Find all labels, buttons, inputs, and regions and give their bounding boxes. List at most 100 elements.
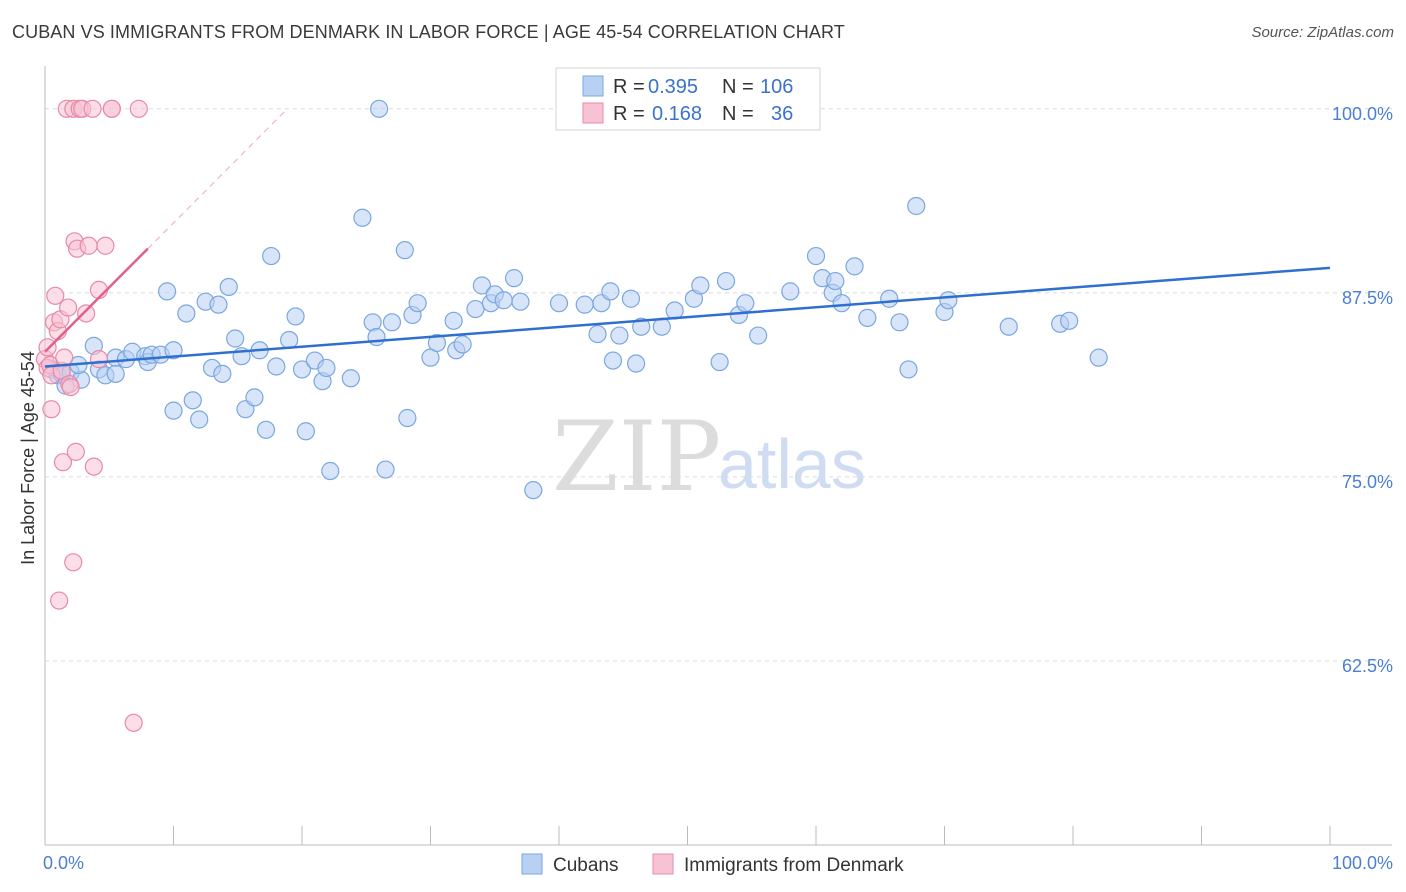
cubans-point <box>164 401 183 420</box>
denmark-point <box>64 553 83 572</box>
cubans-trend-line <box>44 266 1331 368</box>
cubans-point <box>845 257 864 276</box>
denmark-point <box>96 236 115 255</box>
cubans-point <box>716 271 736 291</box>
chart-source: Source: ZipAtlas.com <box>1251 24 1394 41</box>
cubans-point <box>262 246 281 266</box>
cubans-point <box>549 294 569 313</box>
chart-title: CUBAN VS IMMIGRANTS FROM DENMARK IN LABO… <box>12 22 845 42</box>
cubans-point <box>219 277 238 297</box>
cubans-point <box>367 327 386 347</box>
cubans-point <box>472 276 491 295</box>
cubans-point <box>832 294 851 313</box>
cubans-point <box>736 294 755 313</box>
cubans-point <box>183 391 202 410</box>
cubans-point <box>376 460 395 479</box>
denmark-point <box>102 99 121 118</box>
cubans-point <box>353 208 372 227</box>
cubans-point <box>1089 348 1108 367</box>
cubans-point <box>444 311 463 330</box>
cubans-point <box>256 420 276 439</box>
x-tick-labels: 0.0% 100.0% <box>43 853 1393 873</box>
y-tick-label: 87.5% <box>1342 288 1393 308</box>
denmark-point <box>84 457 103 476</box>
x-tick-label: 0.0% <box>43 853 84 873</box>
cubans-point <box>504 269 524 288</box>
legend-n-value-cubans: 106 <box>760 76 793 98</box>
denmark-point <box>53 453 73 472</box>
cubans-point <box>575 295 594 314</box>
trend-lines <box>44 108 1331 368</box>
cubans-point <box>632 317 651 336</box>
legend-r-label-denmark: R = <box>613 103 645 125</box>
denmark-point <box>83 99 102 118</box>
cubans-point <box>626 354 646 373</box>
cubans-point <box>466 299 485 319</box>
cubans-point <box>494 291 513 310</box>
legend-n-label-cubans: N = <box>722 76 754 98</box>
legend-n-value-denmark: 36 <box>771 103 793 125</box>
cubans-point <box>781 282 800 301</box>
legend-r-value-denmark: 0.168 <box>652 103 702 125</box>
axes <box>44 66 1392 846</box>
legend-swatch-cubans <box>582 75 604 97</box>
cubans-point <box>398 408 417 428</box>
y-tick-label: 100.0% <box>1332 104 1393 124</box>
cubans-point <box>157 282 177 301</box>
legend-r-label-cubans: R = <box>613 76 645 98</box>
legend-swatch-denmark <box>582 102 604 124</box>
legend-r-value-cubans: 0.395 <box>648 76 698 98</box>
denmark-point <box>89 350 109 369</box>
cubans-point <box>710 352 729 372</box>
bottom-legend-label-cubans: Cubans <box>553 855 619 876</box>
denmark-point <box>38 338 57 357</box>
legend: R = 0.395 N = 106 R = 0.168 N = 36 <box>555 67 821 131</box>
cubans-point <box>749 326 768 345</box>
cubans-point <box>511 292 530 311</box>
denmark-point <box>77 304 96 323</box>
denmark-point <box>79 236 98 255</box>
bottom-legend-label-denmark: Immigrants from Denmark <box>684 855 904 876</box>
y-tick-label: 62.5% <box>1342 656 1393 676</box>
watermark-zip: ZIP <box>552 401 721 513</box>
grid <box>45 108 1392 662</box>
bottom-legend-swatch-cubans <box>521 853 543 875</box>
bottom-legend-swatch-denmark <box>652 853 674 875</box>
y-axis-label: In Labor Force | Age 45-54 <box>18 351 38 565</box>
cubans-point <box>603 351 623 370</box>
denmark-point <box>66 442 85 461</box>
cubans-point <box>395 241 414 260</box>
cubans-point <box>177 304 196 323</box>
cubans-point <box>296 422 315 441</box>
cubans-point <box>610 326 629 345</box>
denmark-trend-line <box>44 247 149 353</box>
cubans-point <box>1060 311 1079 330</box>
cubans-point <box>427 333 447 353</box>
cubans-point <box>286 307 305 326</box>
denmark-point <box>50 591 69 610</box>
denmark-point <box>129 99 148 118</box>
cubans-point <box>601 282 620 301</box>
cubans-point <box>890 313 909 332</box>
cubans-point <box>826 271 845 291</box>
y-tick-label: 75.0% <box>1342 472 1393 492</box>
denmark-trend-extension <box>147 108 288 250</box>
x-tick-label: 100.0% <box>1332 853 1393 873</box>
cubans-point <box>213 364 232 383</box>
cubans-point <box>245 388 264 407</box>
denmark-point <box>59 298 78 317</box>
denmark-point <box>124 713 143 732</box>
watermark-atlas: atlas <box>718 425 866 503</box>
cubans-point <box>382 313 402 332</box>
cubans-point <box>939 291 958 310</box>
cubans-point <box>292 360 312 379</box>
denmark-point <box>61 377 80 397</box>
bottom-legend: Cubans Immigrants from Denmark <box>521 853 904 876</box>
cubans-point <box>408 294 427 313</box>
watermark: ZIP atlas <box>552 401 866 513</box>
denmark-point <box>42 400 61 419</box>
cubans-point <box>691 276 710 295</box>
cubans-point <box>267 357 286 376</box>
cubans-point <box>106 364 125 383</box>
